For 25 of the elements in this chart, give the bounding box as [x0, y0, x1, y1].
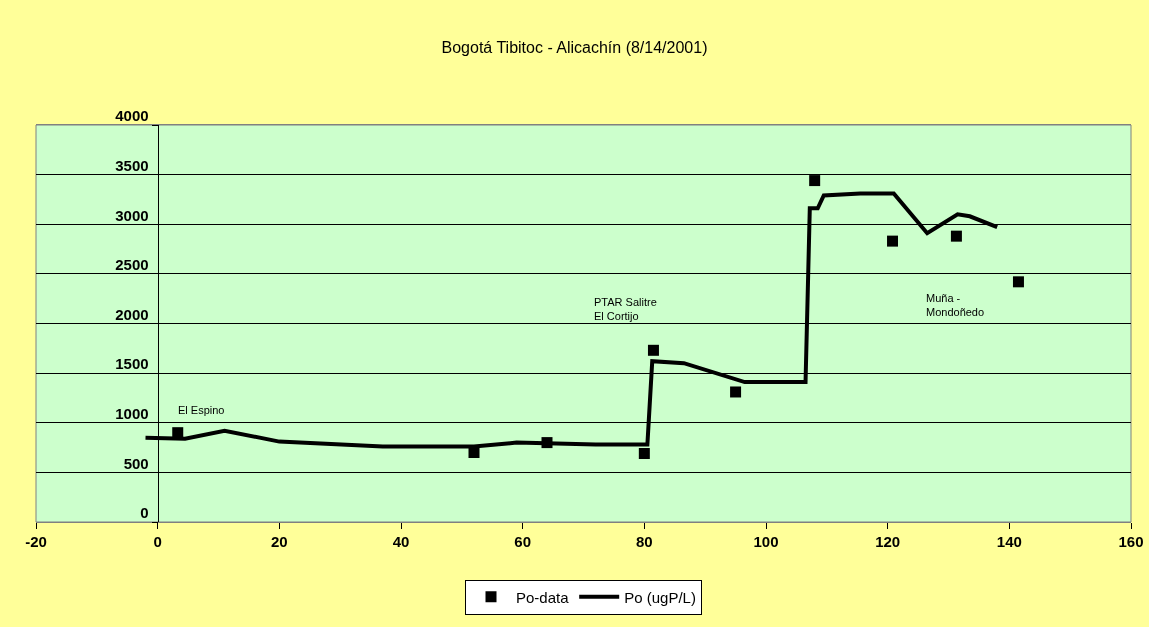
x-tick-label: 20 — [270, 533, 288, 550]
y-tick-label: 500 — [123, 454, 149, 472]
y-tick-label: 1000 — [115, 405, 149, 422]
x-tick-label: 120 — [875, 533, 901, 550]
x-tick-label: 80 — [635, 533, 653, 550]
x-tick-label: 100 — [753, 533, 779, 550]
y-tick-label: 2500 — [115, 256, 149, 274]
legend-label: Po (ugP/L) — [624, 588, 696, 606]
x-tick-label: 0 — [153, 533, 162, 550]
x-tick-label: 40 — [392, 533, 410, 550]
chart-title: Bogotá Tibitoc - Alicachín (8/14/2001) — [441, 38, 708, 56]
legend-label: Po-data — [516, 588, 570, 606]
y-tick-label: 3500 — [115, 156, 149, 174]
y-tick-label: 0 — [140, 504, 149, 522]
annotation: El Espino — [178, 404, 225, 416]
y-tick-label: 4000 — [115, 107, 149, 125]
annotation: Muña - Mondoñedo — [926, 292, 985, 319]
annotation: PTAR Salitre El Cortijo — [594, 296, 657, 323]
x-tick-label: 160 — [1118, 533, 1144, 550]
y-tick-label: 2000 — [115, 305, 149, 323]
x-tick-label: 140 — [996, 533, 1022, 550]
x-tick-label: -20 — [25, 533, 47, 550]
y-tick-label: 3000 — [115, 206, 149, 224]
y-tick-label: 1500 — [115, 355, 149, 373]
x-tick-label: 60 — [514, 533, 532, 550]
